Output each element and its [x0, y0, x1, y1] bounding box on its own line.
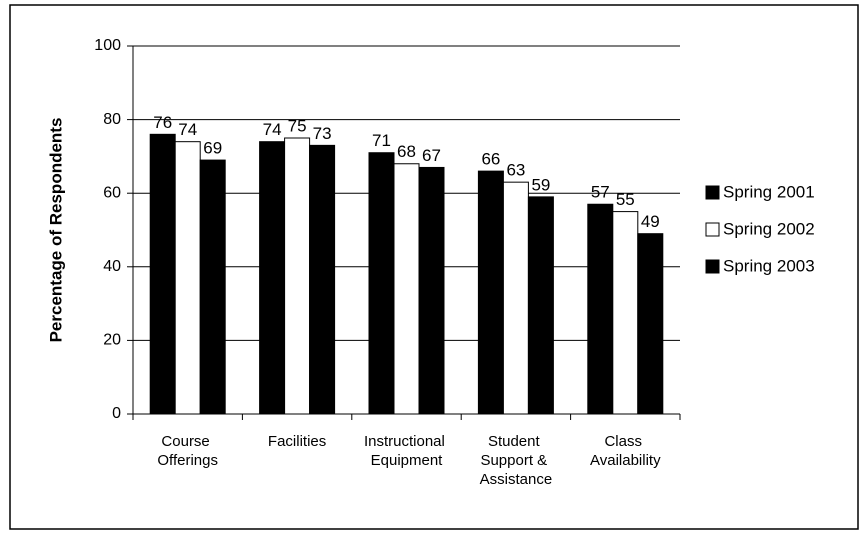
bar	[418, 166, 445, 415]
data-label: 74	[178, 120, 197, 139]
legend-label: Spring 2001	[723, 182, 815, 201]
bar	[368, 152, 395, 415]
bar	[199, 159, 226, 415]
bar	[527, 196, 554, 415]
bar	[284, 137, 311, 415]
label-line: Facilities	[268, 433, 326, 450]
bar	[587, 203, 614, 415]
x-tick-label: Instructional Equipment	[364, 433, 449, 469]
label-line: Equipment	[371, 452, 444, 469]
bar	[477, 170, 504, 415]
label-line: Availability	[590, 452, 661, 469]
data-label: 68	[397, 142, 416, 161]
data-label: 73	[313, 124, 332, 143]
legend-swatch	[705, 185, 720, 200]
y-tick-label: 80	[103, 111, 121, 128]
y-tick-label: 60	[103, 184, 121, 201]
y-tick-label: 40	[103, 258, 121, 275]
bar	[637, 233, 664, 415]
data-label: 63	[506, 161, 525, 180]
data-label: 59	[531, 175, 550, 194]
x-tick-label: Student Support & Assistance	[480, 433, 553, 488]
data-label: 71	[372, 131, 391, 150]
bar	[393, 163, 420, 415]
x-tick-label: Class Availability	[590, 433, 661, 469]
bar	[259, 141, 286, 415]
label-line: Support &	[480, 452, 551, 469]
data-label: 67	[422, 146, 441, 165]
data-label: 57	[591, 183, 610, 202]
bar	[502, 181, 529, 415]
label-line: Course	[161, 433, 214, 450]
y-axis-title: Percentage of Respondents	[46, 118, 65, 343]
label-line: Instructional	[364, 433, 449, 450]
label-line: Class	[604, 433, 646, 450]
y-tick-label: 0	[112, 405, 121, 422]
y-tick-label: 100	[94, 37, 121, 54]
data-label: 69	[203, 139, 222, 158]
data-label: 55	[616, 190, 635, 209]
y-tick-label: 20	[103, 332, 121, 349]
x-tick-label: Facilities	[268, 433, 326, 450]
legend-label: Spring 2002	[723, 219, 815, 238]
bar	[612, 211, 639, 415]
bar	[149, 133, 176, 415]
legend-swatch	[705, 222, 720, 237]
bar	[174, 141, 201, 415]
bar	[309, 144, 336, 415]
legend-swatch	[705, 259, 720, 274]
data-label: 49	[641, 212, 660, 231]
x-tick-label: Course Offerings	[157, 433, 218, 469]
label-line: Assistance	[480, 471, 553, 488]
data-label: 66	[481, 150, 500, 169]
data-label: 76	[153, 113, 172, 132]
label-line: Offerings	[157, 452, 218, 469]
legend-label: Spring 2003	[723, 256, 815, 275]
data-label: 74	[263, 120, 282, 139]
data-label: 75	[288, 116, 307, 135]
label-line: Student	[488, 433, 544, 450]
